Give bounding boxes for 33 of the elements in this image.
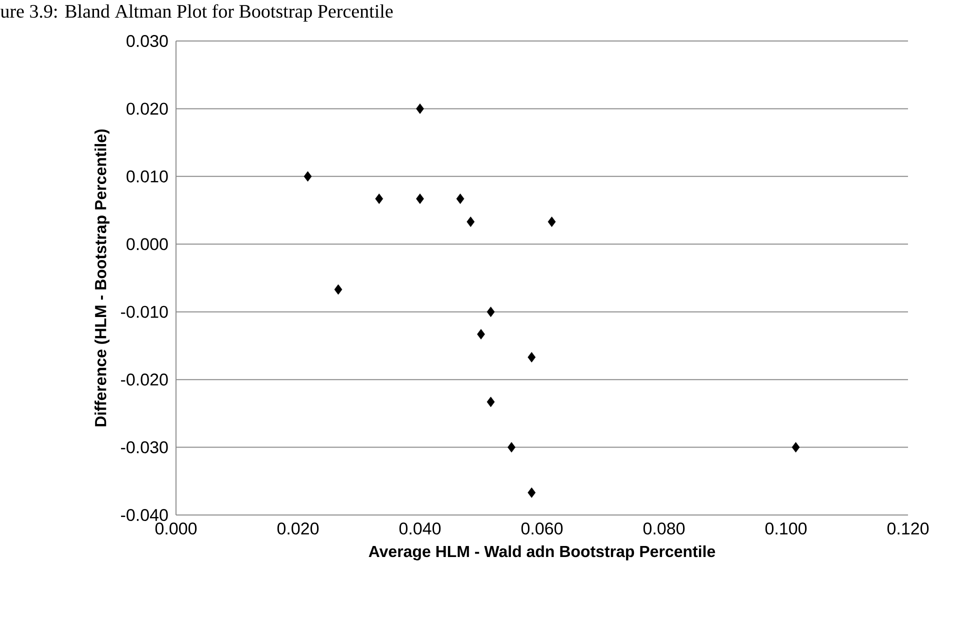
x-tick-label: 0.000 — [155, 522, 197, 535]
point — [375, 194, 384, 204]
point — [508, 442, 516, 452]
point — [477, 329, 485, 340]
y-tick-label: -0.020 — [121, 374, 168, 386]
point — [466, 216, 475, 227]
x-tick-label: 0.100 — [765, 522, 807, 535]
point — [416, 194, 424, 204]
point — [334, 284, 342, 295]
point — [528, 352, 536, 362]
chart-title: ure 3.9: Bland Altman Plot for Bootstrap Percentile — [0, 4, 393, 22]
x-tick-label: 0.060 — [521, 522, 563, 535]
point — [486, 306, 495, 318]
x-tick-label: 0.120 — [887, 522, 929, 535]
point — [792, 442, 800, 452]
point — [548, 216, 556, 227]
y-tick-label: 0.000 — [126, 238, 168, 250]
point — [416, 104, 424, 114]
y-tick-label: 0.020 — [126, 102, 168, 115]
x-tick-label: 0.020 — [277, 522, 319, 535]
y-tick-label: -0.030 — [121, 441, 168, 454]
x-axis-title: Average HLM - Wald adn Bootstrap Percentile — [368, 545, 716, 560]
point — [486, 396, 495, 408]
x-tick-label: 0.080 — [643, 522, 685, 535]
y-tick-label: -0.010 — [121, 306, 168, 318]
point — [456, 194, 464, 204]
y-tick-label: -0.040 — [121, 508, 168, 522]
y-tick-label: 0.030 — [126, 34, 168, 48]
point — [528, 487, 536, 498]
x-tick-label: 0.040 — [399, 522, 441, 535]
point — [304, 171, 312, 182]
y-axis-title: Difference (HLM - Bootstrap Percentile) — [94, 129, 110, 426]
y-tick-label: 0.010 — [126, 170, 168, 182]
